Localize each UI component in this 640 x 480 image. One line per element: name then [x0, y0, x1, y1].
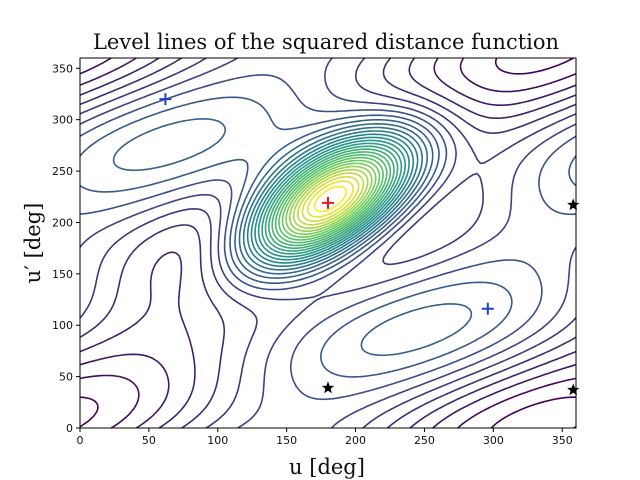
y-tick-label: 200: [52, 216, 73, 229]
x-axis: 0 50 100 150 200 250 300 350: [77, 428, 573, 447]
contour-level-line: [80, 58, 576, 428]
contour-level-line: [271, 151, 392, 247]
contour-level-line: [313, 185, 348, 213]
x-tick-label: 200: [345, 434, 366, 447]
contour-level-line: [80, 58, 576, 428]
contour-level-line: [274, 154, 388, 244]
contour-level-line: [301, 176, 360, 222]
contour-level-line: [297, 172, 365, 226]
contour-level-line: [242, 126, 423, 271]
y-axis-label: u′ [deg]: [21, 203, 45, 284]
contour-lines: [80, 58, 576, 428]
x-tick-label: 350: [552, 434, 573, 447]
contour-level-line: [254, 136, 410, 261]
y-tick-label: 350: [52, 62, 73, 75]
x-tick-label: 100: [207, 434, 228, 447]
x-tick-label: 0: [77, 434, 84, 447]
contour-level-line: [288, 165, 373, 233]
minimum-plus-marker: [159, 93, 172, 106]
contour-level-line: [250, 133, 415, 264]
saddle-star-marker: [321, 381, 335, 394]
contour-level-line: [292, 168, 369, 229]
plot-frame: [79, 57, 577, 429]
minimum-plus-marker: [481, 302, 494, 315]
contour-level-line: [264, 145, 399, 252]
saddle-star-marker: [567, 383, 580, 396]
contour-level-line: [238, 123, 428, 275]
x-axis-label: u [deg]: [289, 455, 365, 479]
x-tick-label: 50: [142, 434, 156, 447]
y-axis: 0 50 100 150 200 250 300 350: [52, 62, 80, 435]
contour-level-line: [307, 180, 354, 218]
contour-level-line: [268, 148, 395, 249]
y-tick-label: 0: [66, 422, 73, 435]
contour-level-line: [80, 58, 576, 428]
contour-level-line: [80, 58, 576, 428]
y-tick-label: 50: [59, 371, 73, 384]
contour-level-line: [112, 118, 473, 357]
contour-level-line: [80, 58, 576, 428]
x-tick-label: 250: [414, 434, 435, 447]
x-tick-label: 300: [483, 434, 504, 447]
contour-level-line: [261, 142, 403, 255]
contour-level-line: [80, 96, 576, 378]
saddle-star-marker: [567, 198, 580, 211]
x-tick-label: 150: [276, 434, 297, 447]
contour-level-line: [246, 130, 419, 267]
contour-level-line: [281, 159, 381, 238]
contour-level-line: [257, 139, 406, 258]
y-tick-label: 250: [52, 165, 73, 178]
maximum-plus-marker: [322, 196, 334, 209]
chart-title: Level lines of the squared distance func…: [93, 30, 559, 54]
y-tick-label: 150: [52, 268, 73, 281]
y-tick-label: 100: [52, 319, 73, 332]
contour-level-line: [278, 156, 384, 241]
contour-level-line: [285, 162, 377, 235]
contour-level-line: [80, 58, 576, 428]
y-tick-label: 300: [52, 114, 73, 127]
critical-point-markers: [159, 93, 580, 396]
contour-level-line: [80, 58, 576, 428]
contour-level-line: [80, 74, 576, 401]
